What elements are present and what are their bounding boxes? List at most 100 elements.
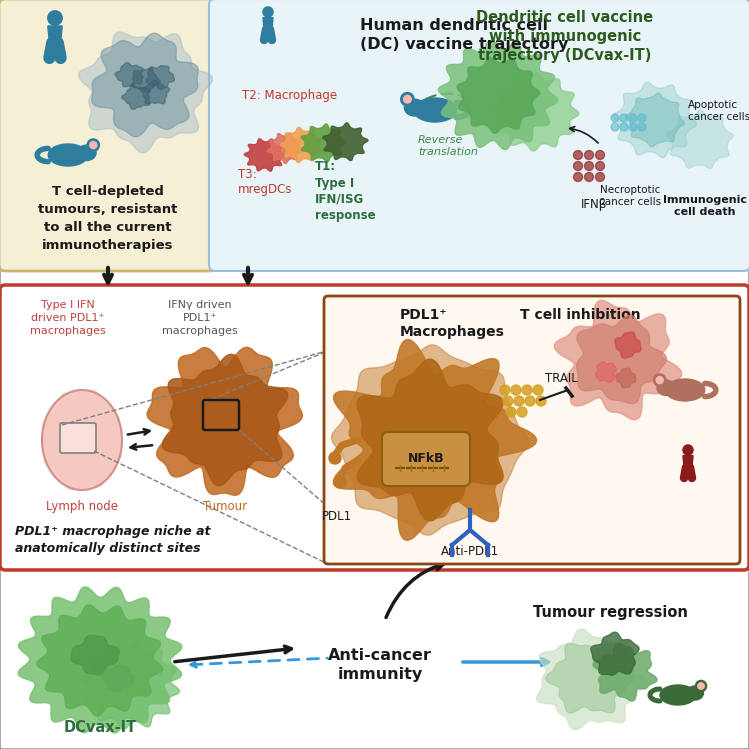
Ellipse shape (657, 380, 676, 395)
Polygon shape (48, 26, 62, 43)
Text: Tumour: Tumour (203, 500, 247, 513)
Text: Lymph node: Lymph node (46, 500, 118, 513)
Polygon shape (80, 640, 180, 730)
Polygon shape (593, 643, 657, 701)
Ellipse shape (660, 685, 696, 705)
Circle shape (638, 123, 646, 131)
Polygon shape (625, 93, 685, 147)
Circle shape (695, 680, 706, 691)
Circle shape (48, 10, 62, 25)
Polygon shape (613, 82, 697, 158)
FancyBboxPatch shape (209, 0, 749, 271)
Ellipse shape (42, 390, 122, 490)
Polygon shape (71, 635, 119, 675)
Text: T2: Macrophage: T2: Macrophage (242, 88, 337, 102)
Text: Anti-cancer
immunity: Anti-cancer immunity (328, 648, 432, 682)
Circle shape (629, 114, 637, 122)
Polygon shape (615, 332, 641, 358)
Text: Anti-PDL1: Anti-PDL1 (441, 545, 499, 558)
Circle shape (611, 114, 619, 122)
Polygon shape (79, 32, 213, 153)
Polygon shape (554, 300, 682, 419)
Polygon shape (131, 68, 160, 93)
Circle shape (574, 162, 583, 171)
Circle shape (525, 396, 535, 406)
Text: Apoptotic
cancer cells: Apoptotic cancer cells (688, 100, 749, 121)
Ellipse shape (48, 144, 88, 166)
Circle shape (656, 377, 663, 383)
Circle shape (506, 407, 516, 417)
Polygon shape (91, 33, 198, 137)
Polygon shape (140, 80, 169, 104)
Polygon shape (43, 390, 121, 490)
Polygon shape (545, 643, 634, 713)
Circle shape (500, 385, 510, 395)
Polygon shape (267, 133, 303, 163)
Circle shape (584, 162, 593, 171)
Text: Reverse
translation: Reverse translation (418, 135, 478, 157)
Circle shape (629, 123, 637, 131)
Circle shape (584, 151, 593, 160)
Polygon shape (121, 85, 150, 109)
Polygon shape (37, 605, 163, 716)
Polygon shape (323, 123, 368, 160)
Text: Type I IFN
driven PDL1⁺
macrophages: Type I IFN driven PDL1⁺ macrophages (30, 300, 106, 336)
Polygon shape (146, 66, 175, 90)
Circle shape (595, 162, 604, 171)
Polygon shape (263, 17, 273, 29)
Circle shape (263, 7, 273, 17)
Text: Necroptotic
cancer cells: Necroptotic cancer cells (599, 185, 661, 207)
Text: PDL1⁺
Macrophages: PDL1⁺ Macrophages (400, 308, 505, 339)
Circle shape (654, 374, 666, 386)
Circle shape (536, 396, 546, 406)
FancyBboxPatch shape (60, 423, 96, 453)
Text: T3:
mregDCs: T3: mregDCs (238, 168, 293, 196)
Polygon shape (537, 629, 647, 730)
Ellipse shape (404, 99, 425, 116)
Circle shape (584, 172, 593, 181)
Circle shape (503, 396, 513, 406)
FancyBboxPatch shape (382, 432, 470, 486)
Text: Immunogenic
cell death: Immunogenic cell death (663, 195, 747, 216)
Polygon shape (491, 73, 579, 151)
Circle shape (611, 123, 619, 131)
Circle shape (698, 683, 704, 689)
Ellipse shape (77, 145, 96, 160)
Circle shape (574, 151, 583, 160)
Circle shape (595, 151, 604, 160)
Polygon shape (332, 345, 529, 536)
Polygon shape (244, 139, 286, 172)
Polygon shape (667, 110, 733, 169)
Polygon shape (357, 360, 503, 521)
Polygon shape (102, 665, 134, 691)
Polygon shape (147, 348, 303, 495)
Circle shape (683, 445, 693, 455)
Polygon shape (301, 124, 346, 162)
Text: Human dendritic cell
(DC) vaccine trajectory: Human dendritic cell (DC) vaccine trajec… (360, 18, 568, 52)
Polygon shape (595, 362, 616, 383)
Ellipse shape (687, 686, 703, 700)
Circle shape (514, 396, 524, 406)
Text: PDL1: PDL1 (322, 510, 352, 523)
Text: PDL1⁺ macrophage niche at
anatomically distinct sites: PDL1⁺ macrophage niche at anatomically d… (15, 525, 210, 555)
Text: DCvax-IT: DCvax-IT (64, 720, 136, 735)
Text: T cell-depleted
tumours, resistant
to all the current
immunotherapies: T cell-depleted tumours, resistant to al… (38, 185, 178, 252)
Circle shape (404, 95, 411, 103)
Circle shape (595, 172, 604, 181)
Circle shape (620, 114, 628, 122)
Circle shape (401, 92, 414, 106)
Polygon shape (280, 127, 323, 163)
FancyBboxPatch shape (0, 0, 216, 271)
Text: TRAIL: TRAIL (545, 372, 577, 384)
Circle shape (87, 139, 100, 151)
Polygon shape (457, 58, 540, 133)
Circle shape (511, 385, 521, 395)
Circle shape (620, 123, 628, 131)
Text: T1:
Type I
IFN/ISG
response: T1: Type I IFN/ISG response (315, 160, 376, 222)
Circle shape (574, 172, 583, 181)
Circle shape (517, 407, 527, 417)
Polygon shape (333, 339, 536, 540)
Ellipse shape (413, 98, 457, 122)
Polygon shape (115, 63, 143, 87)
Circle shape (329, 452, 341, 464)
